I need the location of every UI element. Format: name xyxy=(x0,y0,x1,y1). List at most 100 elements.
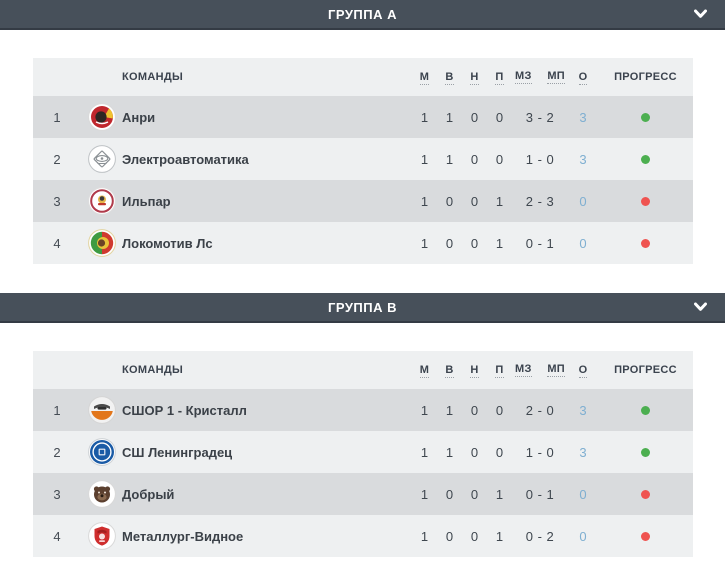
column-goals-for: МЗ xyxy=(515,363,532,377)
team-name[interactable]: Анри xyxy=(122,109,156,125)
rank: 1 xyxy=(53,109,61,125)
stat-score: 0 - 2 xyxy=(525,528,555,544)
stat-score: 2 - 0 xyxy=(525,402,555,418)
stat-wins: 1 xyxy=(445,151,454,167)
progress-dot xyxy=(641,112,650,122)
team-name[interactable]: Локомотив Лс xyxy=(122,235,213,251)
stat-played: 1 xyxy=(420,444,429,460)
chevron-down-icon[interactable] xyxy=(694,9,707,19)
stat-score: 0 - 1 xyxy=(525,486,555,502)
progress-dot xyxy=(641,447,650,457)
stat-draws: 0 xyxy=(470,444,479,460)
stat-points: 0 xyxy=(579,193,587,209)
stat-score: 3 - 2 xyxy=(525,109,555,125)
rank: 1 xyxy=(53,402,61,418)
stat-played: 1 xyxy=(420,151,429,167)
team-name[interactable]: Металлург-Видное xyxy=(122,528,244,544)
stat-losses: 1 xyxy=(495,528,504,544)
column-played: М xyxy=(419,364,430,378)
stat-played: 1 xyxy=(420,402,429,418)
column-goals-against: МП xyxy=(547,70,565,84)
team-name[interactable]: Электроавтоматика xyxy=(122,151,249,167)
progress-dot xyxy=(641,238,650,248)
rank: 2 xyxy=(53,151,61,167)
sshor-1-kristall-badge-icon xyxy=(87,396,116,424)
anri-badge-icon xyxy=(87,103,116,131)
progress-dot xyxy=(641,531,650,541)
column-losses: П xyxy=(495,364,504,378)
stat-wins: 0 xyxy=(445,486,454,502)
metallurg-vidnoe-badge-icon xyxy=(87,522,116,550)
stat-losses: 1 xyxy=(495,193,504,209)
stat-played: 1 xyxy=(420,235,429,251)
stat-points: 3 xyxy=(579,444,587,460)
progress-dot xyxy=(641,154,650,164)
column-progress: ПРОГРЕСС xyxy=(614,71,677,83)
stat-draws: 0 xyxy=(470,193,479,209)
column-points: О xyxy=(578,364,588,378)
stat-points: 0 xyxy=(579,528,587,544)
stat-score: 1 - 0 xyxy=(525,151,555,167)
table-row: 4 Металлург-Видное 1 0 0 1 0 - 2 0 xyxy=(33,515,693,557)
table-row: 3 Добрый 1 0 0 1 0 - 1 0 xyxy=(33,473,693,515)
stat-score: 2 - 3 xyxy=(525,193,555,209)
ilpar-badge-icon xyxy=(87,187,116,215)
column-wins: В xyxy=(445,364,454,378)
group-b-header-bar[interactable]: ГРУППА В xyxy=(0,293,725,323)
stat-points: 0 xyxy=(579,235,587,251)
table-row: 3 Ильпар 1 0 0 1 2 - 3 0 xyxy=(33,180,693,222)
stat-losses: 0 xyxy=(495,444,504,460)
group-a-standings-table: КОМАНДЫ М В Н П МЗ МП О ПРОГРЕСС 1 Анри … xyxy=(33,58,693,264)
stat-losses: 0 xyxy=(495,109,504,125)
stat-wins: 1 xyxy=(445,109,454,125)
rank: 4 xyxy=(53,528,61,544)
group-a-title: ГРУППА А xyxy=(327,6,398,22)
elektroavtomatika-badge-icon xyxy=(87,145,116,173)
chevron-down-icon[interactable] xyxy=(694,302,707,312)
column-draws: Н xyxy=(470,364,479,378)
progress-dot xyxy=(641,196,650,206)
rank: 4 xyxy=(53,235,61,251)
dobry-badge-icon xyxy=(87,480,116,508)
stat-score: 1 - 0 xyxy=(525,444,555,460)
stat-draws: 0 xyxy=(470,486,479,502)
column-played: М xyxy=(419,71,430,85)
table-row: 1 Анри 1 1 0 0 3 - 2 3 xyxy=(33,96,693,138)
stat-points: 3 xyxy=(579,402,587,418)
group-a-header-bar[interactable]: ГРУППА А xyxy=(0,0,725,30)
stat-draws: 0 xyxy=(470,528,479,544)
rank: 3 xyxy=(53,193,61,209)
stat-points: 3 xyxy=(579,109,587,125)
table-row: 4 Локомотив Лс 1 0 0 1 0 - 1 0 xyxy=(33,222,693,264)
stat-played: 1 xyxy=(420,528,429,544)
table-header-row: КОМАНДЫ М В Н П МЗ МП О ПРОГРЕСС xyxy=(33,58,693,96)
stat-played: 1 xyxy=(420,193,429,209)
stat-draws: 0 xyxy=(470,402,479,418)
team-name[interactable]: Ильпар xyxy=(122,193,171,209)
stat-losses: 1 xyxy=(495,486,504,502)
progress-dot xyxy=(641,489,650,499)
stat-draws: 0 xyxy=(470,151,479,167)
stat-losses: 0 xyxy=(495,402,504,418)
team-name[interactable]: СШОР 1 - Кристалл xyxy=(122,402,247,418)
table-row: 2 Электроавтоматика 1 1 0 0 1 - 0 3 xyxy=(33,138,693,180)
stat-points: 3 xyxy=(579,151,587,167)
stat-wins: 0 xyxy=(445,528,454,544)
stat-points: 0 xyxy=(579,486,587,502)
team-name[interactable]: СШ Ленинградец xyxy=(122,444,233,460)
stat-played: 1 xyxy=(420,109,429,125)
group-b-standings-table: КОМАНДЫ М В Н П МЗ МП О ПРОГРЕСС 1 СШОР … xyxy=(33,351,693,557)
table-header-row: КОМАНДЫ М В Н П МЗ МП О ПРОГРЕСС xyxy=(33,351,693,389)
stat-losses: 1 xyxy=(495,235,504,251)
column-teams: КОМАНДЫ xyxy=(122,364,184,376)
ssh-leningradets-badge-icon xyxy=(87,438,116,466)
team-name[interactable]: Добрый xyxy=(122,486,175,502)
table-row: 1 СШОР 1 - Кристалл 1 1 0 0 2 - 0 3 xyxy=(33,389,693,431)
progress-dot xyxy=(641,405,650,415)
column-goals-for: МЗ xyxy=(515,70,532,84)
stat-draws: 0 xyxy=(470,109,479,125)
stat-wins: 1 xyxy=(445,402,454,418)
table-row: 2 СШ Ленинградец 1 1 0 0 1 - 0 3 xyxy=(33,431,693,473)
column-teams: КОМАНДЫ xyxy=(122,71,184,83)
group-b-title: ГРУППА В xyxy=(327,299,398,315)
